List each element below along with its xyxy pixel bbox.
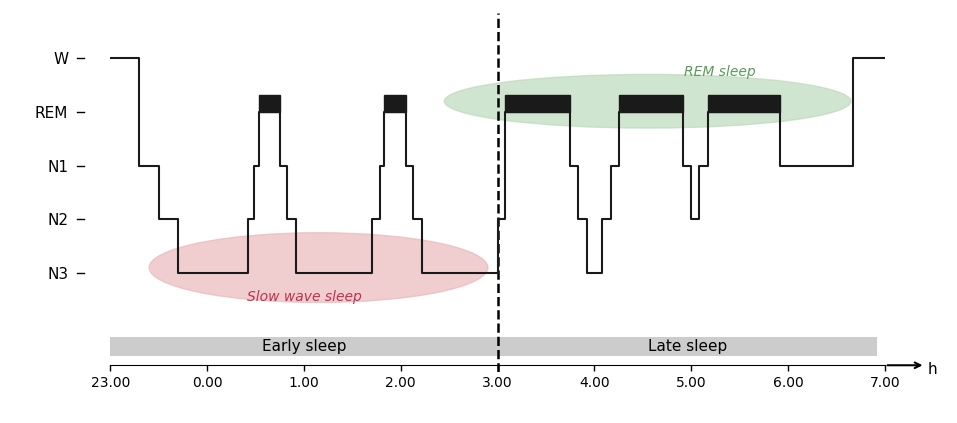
Text: REM sleep: REM sleep	[684, 65, 756, 79]
Text: h: h	[927, 362, 937, 377]
Bar	[618, 95, 683, 112]
Bar	[385, 95, 406, 112]
Bar	[707, 95, 780, 112]
Text: Slow wave sleep: Slow wave sleep	[247, 290, 362, 304]
Text: Late sleep: Late sleep	[648, 339, 727, 354]
Bar	[498, 338, 877, 356]
Bar	[505, 95, 570, 112]
Ellipse shape	[149, 233, 488, 302]
Ellipse shape	[444, 74, 851, 128]
Bar	[110, 338, 498, 356]
Text: Early sleep: Early sleep	[262, 339, 346, 354]
Bar	[258, 95, 279, 112]
